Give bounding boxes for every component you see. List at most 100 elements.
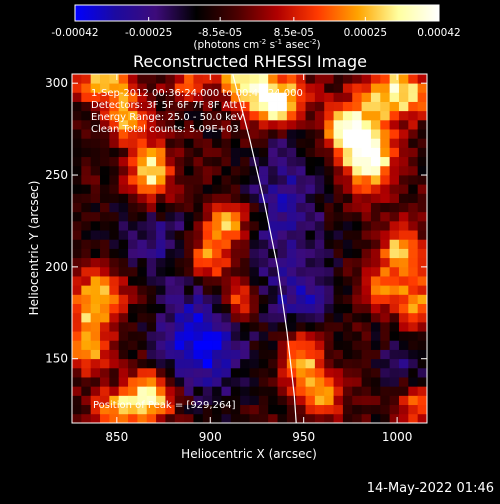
heatmap-cell	[389, 175, 400, 185]
heatmap-cell	[165, 239, 176, 249]
heatmap-cell	[408, 285, 419, 295]
heatmap-cell	[240, 129, 250, 139]
heatmap-cell	[100, 92, 110, 102]
heatmap-cell	[333, 129, 344, 139]
heatmap-cell	[137, 266, 148, 277]
heatmap-cell	[221, 331, 232, 341]
heatmap-cell	[286, 211, 297, 222]
heatmap-cell	[249, 147, 260, 158]
heatmap-cell	[137, 367, 148, 378]
heatmap-cell	[352, 211, 362, 222]
heatmap-cell	[305, 239, 316, 249]
heatmap-cell	[174, 285, 185, 295]
heatmap-cell	[268, 211, 278, 222]
heatmap-cell	[296, 276, 306, 286]
heatmap-cell	[90, 285, 101, 295]
heatmap-cell	[370, 312, 381, 323]
heatmap-cell	[202, 129, 213, 139]
heatmap-cell	[118, 138, 129, 148]
heatmap-cell	[240, 294, 250, 304]
heatmap-cell	[277, 358, 288, 369]
heatmap-cell	[184, 331, 194, 341]
heatmap-cell	[314, 239, 325, 249]
heatmap-cell	[90, 349, 101, 360]
heatmap-cell	[277, 165, 288, 176]
heatmap-cell	[156, 377, 166, 387]
heatmap-cell	[314, 276, 325, 286]
heatmap-cell	[212, 239, 222, 249]
heatmap-cell	[72, 367, 82, 378]
heatmap-cell	[333, 413, 344, 424]
heatmap-cell	[342, 129, 353, 139]
heatmap-cell	[333, 303, 344, 314]
heatmap-cell	[286, 321, 297, 332]
heatmap-cell	[184, 285, 194, 295]
heatmap-cell	[193, 74, 204, 84]
heatmap-cell	[137, 321, 148, 332]
heatmap-cell	[100, 340, 110, 350]
heatmap-cell	[380, 211, 391, 222]
heatmap-cell	[221, 404, 232, 415]
heatmap-cell	[286, 83, 297, 93]
heatmap-cell	[342, 193, 353, 203]
heatmap-cell	[137, 239, 148, 249]
heatmap-cell	[212, 184, 222, 194]
heatmap-cell	[137, 331, 148, 341]
heatmap-cell	[109, 175, 120, 185]
heatmap-cell	[240, 193, 250, 203]
heatmap-cell	[193, 257, 204, 268]
heatmap-cell	[174, 74, 185, 84]
heatmap-cell	[342, 230, 353, 240]
heatmap-cell	[212, 331, 222, 341]
heatmap-cell	[333, 285, 344, 295]
heatmap-cell	[389, 276, 400, 286]
heatmap-cell	[156, 165, 166, 176]
heatmap-cell	[72, 266, 82, 277]
heatmap-cell	[202, 386, 213, 396]
heatmap-cell	[90, 184, 101, 194]
heatmap-cell	[408, 165, 419, 176]
colorbar: -0.00042 -0.00025 -8.5e-05 8.5e-05 0.00025 0.…	[51, 4, 461, 51]
heatmap-cell	[146, 193, 157, 203]
heatmap-cell	[324, 331, 334, 341]
heatmap-cell	[146, 377, 157, 387]
heatmap-cell	[389, 193, 400, 203]
heatmap-cell	[165, 92, 176, 102]
heatmap-cell	[370, 386, 381, 396]
heatmap-cell	[286, 165, 297, 176]
heatmap-cell	[305, 257, 316, 268]
heatmap-cell	[212, 248, 222, 259]
heatmap-cell	[398, 101, 409, 112]
heatmap-cell	[146, 257, 157, 268]
heatmap-cell	[333, 404, 344, 415]
heatmap-cell	[286, 129, 297, 139]
heatmap-cell	[389, 367, 400, 378]
heatmap-cell	[314, 165, 325, 176]
heatmap-cell	[240, 395, 250, 406]
heatmap-cell	[240, 239, 250, 249]
heatmap-cell	[380, 386, 391, 396]
heatmap-cell	[361, 303, 372, 314]
heatmap-cell	[128, 184, 138, 194]
heatmap-cell	[81, 367, 92, 378]
heatmap-cell	[286, 92, 297, 102]
heatmap-cell	[118, 101, 129, 112]
heatmap-cell	[314, 156, 325, 167]
heatmap-cell	[333, 257, 344, 268]
heatmap-cell	[314, 248, 325, 259]
heatmap-cell	[408, 349, 419, 360]
heatmap-cell	[408, 340, 419, 350]
heatmap-cell	[128, 285, 138, 295]
heatmap-cell	[342, 257, 353, 268]
heatmap-cell	[258, 340, 269, 350]
heatmap-cell	[352, 303, 362, 314]
heatmap-cell	[156, 156, 166, 167]
heatmap-cell	[193, 386, 204, 396]
heatmap-cell	[305, 147, 316, 158]
heatmap-cell	[249, 92, 260, 102]
heatmap-cell	[165, 184, 176, 194]
heatmap-cell	[352, 340, 362, 350]
heatmap-cell	[370, 395, 381, 406]
heatmap-cell	[165, 138, 176, 148]
heatmap-cell	[109, 303, 120, 314]
